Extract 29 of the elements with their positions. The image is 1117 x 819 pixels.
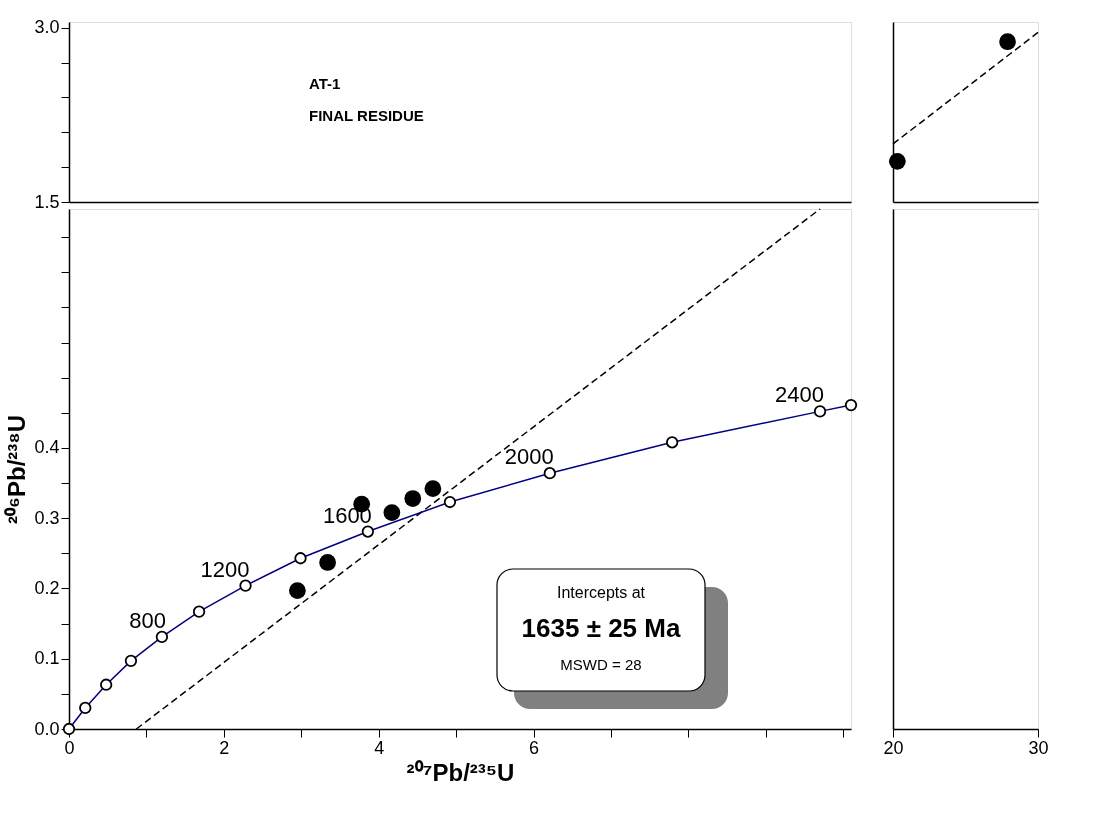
x-tick-label: 20 (883, 737, 904, 758)
annotation: Intercepts at (556, 584, 646, 601)
annotation: 1200 (200, 556, 250, 582)
y-tick-label: 3.0 (34, 17, 60, 38)
y-tick-label: 0.2 (34, 577, 60, 598)
point (319, 554, 336, 571)
annotation: AT-1 (309, 75, 341, 92)
x-tick-label: 2 (219, 737, 230, 758)
annotation: FINAL RESIDUE (309, 107, 424, 124)
annotation: 2400 (775, 382, 825, 408)
annotation: MSWD = 28 (560, 656, 642, 673)
annotation: 1635 ± 25 Ma (521, 613, 681, 643)
y-axis-title: ²⁰⁶Pb/²³⁸U (3, 414, 31, 525)
annotation: 800 (129, 607, 166, 633)
x-axis-title: ²⁰⁷Pb/²³⁵U (406, 758, 515, 786)
point (404, 490, 422, 507)
y-tick-label: 0.4 (34, 437, 60, 458)
point (289, 582, 306, 599)
x-tick-label: 30 (1028, 737, 1049, 758)
y-tick-label: 0.0 (34, 718, 60, 739)
x-tick-label: 6 (529, 737, 540, 758)
y-tick-label: 0.1 (34, 648, 60, 669)
y-tick-label: 1.5 (34, 191, 60, 212)
point (383, 504, 401, 521)
x-tick-label: 0 (64, 737, 75, 758)
annotation: 2000 (504, 444, 554, 470)
point (424, 480, 442, 498)
y-tick-label: 0.3 (34, 507, 60, 528)
x-tick-label: 4 (374, 737, 385, 758)
